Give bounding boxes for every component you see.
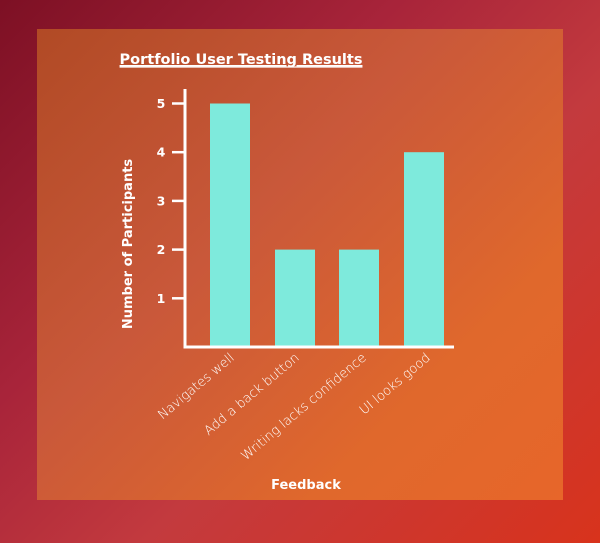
chart-axes [183,89,454,349]
y-tick-label: 4 [157,145,166,160]
y-axis-title: Number of Participants [121,159,136,330]
bar-chart: Portfolio User Testing Results 1 2 3 4 5 Nav… [119,52,454,493]
x-tick-label: Writing lacks confidence [239,351,370,464]
y-tick-label: 1 [157,291,166,306]
y-tick-label: 3 [157,193,166,208]
y-ticks-group: 1 2 3 4 5 [157,96,185,306]
bar-navigates-well [210,103,250,347]
y-tick-label: 2 [157,242,166,257]
bar-ui-looks-good [404,152,444,347]
chart-title: Portfolio User Testing Results [120,52,363,68]
x-tick-label: UI looks good [357,351,434,419]
bar-add-a-back-button [275,249,315,347]
x-axis-title: Feedback [271,478,341,493]
chart-card: Portfolio User Testing Results 1 2 3 4 5 Nav… [37,29,563,500]
y-tick-label: 5 [157,96,166,111]
bar-writing-lacks-confidence [339,249,379,347]
bars-group [210,103,444,347]
